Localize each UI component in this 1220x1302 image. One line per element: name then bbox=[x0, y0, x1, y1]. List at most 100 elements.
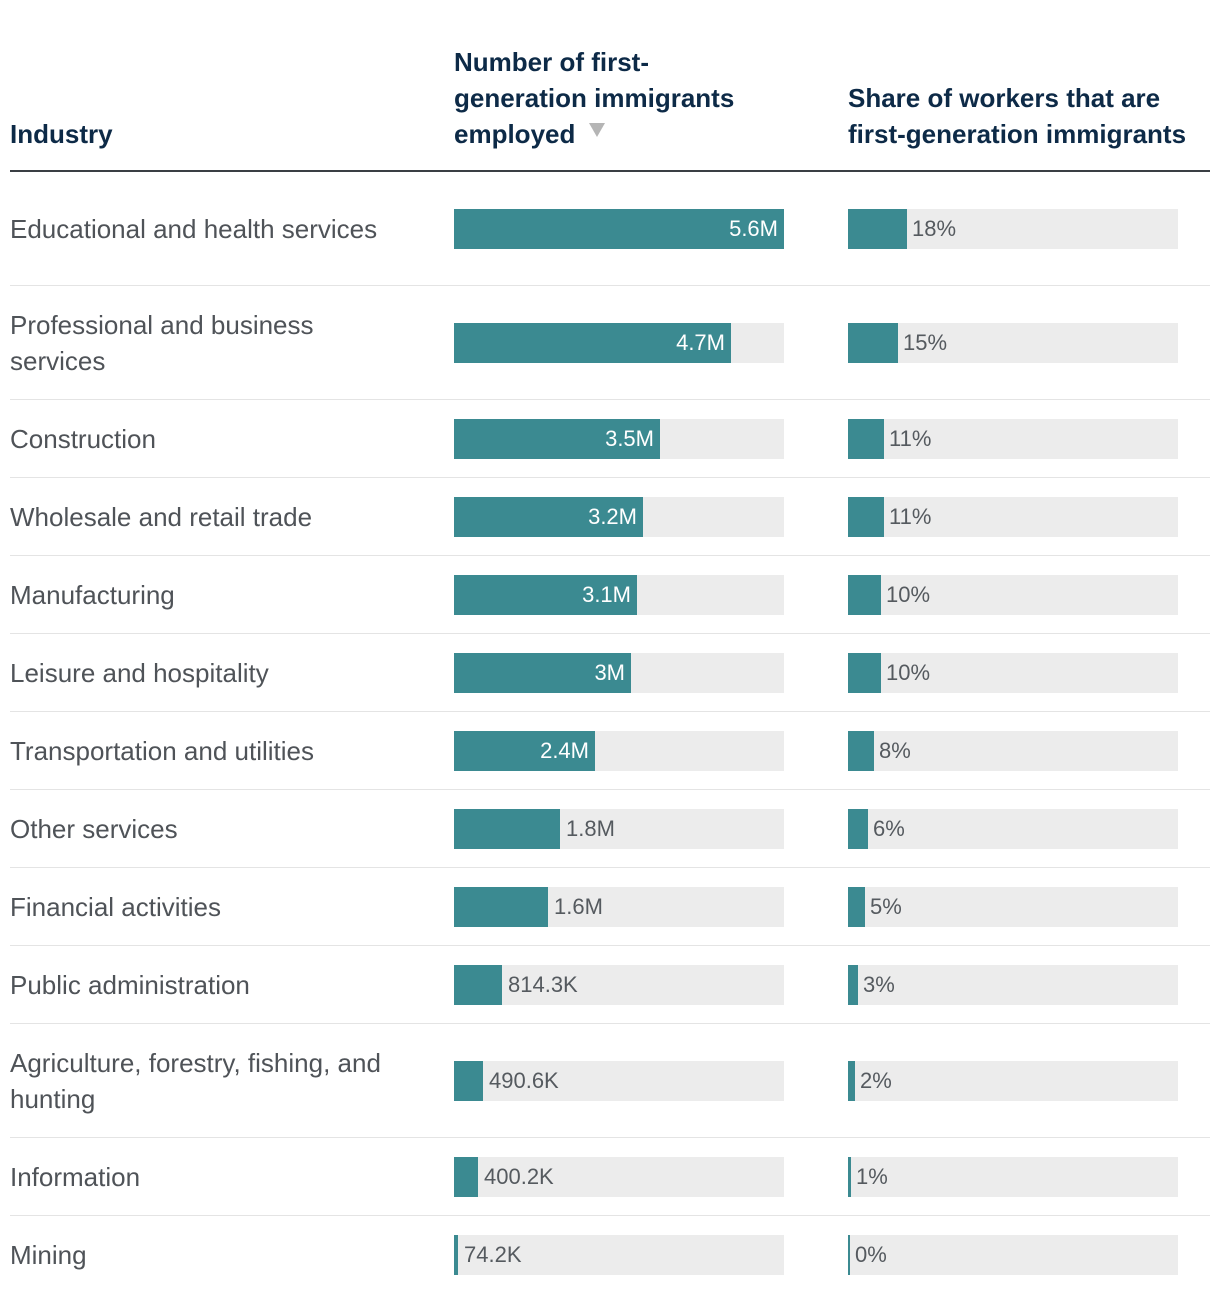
industry-label: Agriculture, forestry, fishing, and hunt… bbox=[10, 1047, 381, 1114]
share-value-label: 0% bbox=[855, 1241, 887, 1267]
number-bar bbox=[454, 808, 560, 849]
share-bar bbox=[848, 322, 898, 363]
sort-descending-icon[interactable] bbox=[589, 123, 606, 137]
number-value-label: 3.5M bbox=[605, 425, 654, 451]
share-value-label: 6% bbox=[873, 815, 905, 841]
share-value-label: 18% bbox=[912, 215, 957, 241]
column-header-industry[interactable]: Industry bbox=[10, 119, 113, 149]
number-bar-track: 4.7M bbox=[454, 322, 784, 363]
table-body: Educational and health services 5.6M 18% Pr… bbox=[10, 172, 1210, 1293]
share-bar bbox=[848, 886, 865, 927]
share-bar bbox=[848, 808, 868, 849]
share-bar bbox=[848, 496, 884, 537]
number-value-label: 1.8M bbox=[566, 815, 615, 841]
share-bar-track: 10% bbox=[848, 652, 1178, 693]
share-value-label: 10% bbox=[886, 659, 931, 685]
share-bar bbox=[848, 574, 881, 615]
industry-label: Professional and business services bbox=[10, 309, 314, 376]
share-value-label: 5% bbox=[870, 893, 902, 919]
table-row: Leisure and hospitality 3M 10% bbox=[10, 634, 1210, 712]
industry-label: Leisure and hospitality bbox=[10, 657, 269, 688]
number-bar-track: 814.3K bbox=[454, 964, 784, 1005]
number-bar bbox=[454, 322, 731, 363]
share-bar bbox=[848, 964, 858, 1005]
share-bar-track: 8% bbox=[848, 730, 1178, 771]
share-bar-track: 2% bbox=[848, 1060, 1178, 1101]
share-value-label: 15% bbox=[903, 329, 948, 355]
number-value-label: 2.4M bbox=[540, 737, 589, 763]
share-bar-track: 5% bbox=[848, 886, 1178, 927]
industry-label: Construction bbox=[10, 423, 156, 454]
industry-label: Educational and health services bbox=[10, 213, 378, 244]
number-value-label: 3.1M bbox=[582, 581, 631, 607]
share-bar bbox=[848, 418, 884, 459]
table-row: Public administration 814.3K 3% bbox=[10, 946, 1210, 1024]
share-bar bbox=[848, 652, 881, 693]
share-bar bbox=[848, 1156, 851, 1197]
column-header-number[interactable]: Number of first-generation immigrants em… bbox=[454, 44, 774, 152]
table-row: Agriculture, forestry, fishing, and hunt… bbox=[10, 1024, 1210, 1138]
number-bar bbox=[454, 886, 548, 927]
share-value-label: 2% bbox=[860, 1067, 892, 1093]
number-bar-track: 5.6M bbox=[454, 208, 784, 249]
table-header: Industry Number of first-generation immi… bbox=[10, 0, 1210, 172]
industry-label: Wholesale and retail trade bbox=[10, 501, 313, 532]
number-bar-track: 1.6M bbox=[454, 886, 784, 927]
share-bar-track: 3% bbox=[848, 964, 1178, 1005]
number-bar-track: 3.5M bbox=[454, 418, 784, 459]
number-value-label: 814.3K bbox=[508, 971, 578, 997]
number-bar-track: 490.6K bbox=[454, 1060, 784, 1101]
number-bar bbox=[454, 496, 643, 537]
share-bar-track: 10% bbox=[848, 574, 1178, 615]
table-row: Information 400.2K 1% bbox=[10, 1138, 1210, 1216]
share-bar bbox=[848, 208, 907, 249]
share-bar-track: 11% bbox=[848, 496, 1178, 537]
share-value-label: 1% bbox=[856, 1163, 888, 1189]
share-bar-track: 11% bbox=[848, 418, 1178, 459]
share-bar bbox=[848, 1060, 855, 1101]
table-row: Manufacturing 3.1M 10% bbox=[10, 556, 1210, 634]
number-bar bbox=[454, 652, 631, 693]
share-value-label: 11% bbox=[889, 503, 932, 529]
table-row: Professional and business services 4.7M 15… bbox=[10, 286, 1210, 400]
number-value-label: 1.6M bbox=[554, 893, 603, 919]
share-value-label: 11% bbox=[889, 425, 932, 451]
share-value-label: 10% bbox=[886, 581, 931, 607]
table-row: Construction 3.5M 11% bbox=[10, 400, 1210, 478]
column-header-share[interactable]: Share of workers that are first-generati… bbox=[848, 83, 1187, 149]
table-row: Financial activities 1.6M 5% bbox=[10, 868, 1210, 946]
share-bar-track: 15% bbox=[848, 322, 1178, 363]
number-bar-track: 2.4M bbox=[454, 730, 784, 771]
share-value-label: 3% bbox=[863, 971, 895, 997]
share-bar-track: 6% bbox=[848, 808, 1178, 849]
share-bar bbox=[848, 730, 874, 771]
industry-label: Public administration bbox=[10, 969, 250, 1000]
share-bar-track: 1% bbox=[848, 1156, 1178, 1197]
number-value-label: 490.6K bbox=[489, 1067, 559, 1093]
number-bar-track: 3.2M bbox=[454, 496, 784, 537]
number-value-label: 74.2K bbox=[464, 1241, 522, 1267]
number-bar bbox=[454, 964, 502, 1005]
number-bar-track: 74.2K bbox=[454, 1234, 784, 1275]
number-bar-track: 3M bbox=[454, 652, 784, 693]
table-row: Other services 1.8M 6% bbox=[10, 790, 1210, 868]
share-bar-track: 18% bbox=[848, 208, 1178, 249]
number-bar bbox=[454, 1234, 458, 1275]
table-row: Educational and health services 5.6M 18% bbox=[10, 172, 1210, 286]
number-bar bbox=[454, 208, 784, 249]
number-value-label: 400.2K bbox=[484, 1163, 554, 1189]
table-row: Mining 74.2K 0% bbox=[10, 1216, 1210, 1293]
number-bar bbox=[454, 1156, 478, 1197]
industry-label: Transportation and utilities bbox=[10, 735, 314, 766]
industry-label: Information bbox=[10, 1161, 141, 1192]
number-value-label: 5.6M bbox=[729, 215, 778, 241]
column-header-number-label: Number of first-generation immigrants em… bbox=[454, 47, 735, 149]
share-bar bbox=[848, 1234, 850, 1275]
industry-table: Industry Number of first-generation immi… bbox=[10, 0, 1210, 1293]
industry-label: Other services bbox=[10, 813, 178, 844]
number-value-label: 3.2M bbox=[588, 503, 637, 529]
share-value-label: 8% bbox=[879, 737, 911, 763]
number-bar-track: 3.1M bbox=[454, 574, 784, 615]
industry-label: Manufacturing bbox=[10, 579, 175, 610]
number-value-label: 4.7M bbox=[676, 329, 725, 355]
